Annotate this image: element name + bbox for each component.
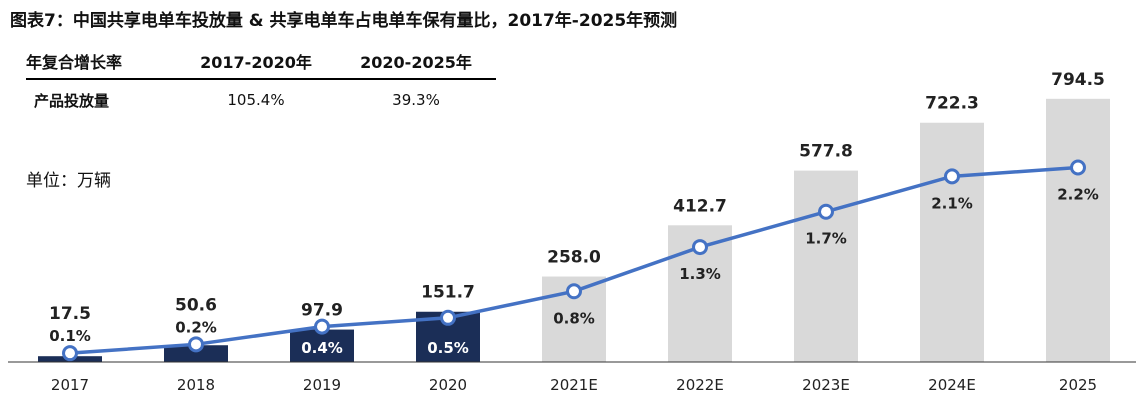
- growth-rate-table: 年复合增长率 2017-2020年 2020-2025年 产品投放量 105.4…: [26, 44, 496, 120]
- growth-header-period-1: 2017-2020年: [200, 53, 312, 72]
- pct-label-2017: 0.1%: [49, 327, 91, 345]
- value-label-2018: 50.6: [175, 295, 217, 315]
- pct-label-2023E: 1.7%: [805, 230, 847, 248]
- value-label-2024E: 722.3: [925, 94, 979, 114]
- x-tick-2025: 2025: [1059, 376, 1097, 394]
- x-tick-2021E: 2021E: [550, 376, 598, 394]
- share-point-2021E: [566, 283, 582, 300]
- x-tick-2020: 2020: [429, 376, 467, 394]
- pct-label-2025: 2.2%: [1057, 186, 1099, 204]
- share-point-2025: [1070, 159, 1086, 176]
- growth-header-period-2: 2020-2025年: [360, 53, 472, 72]
- bar-2019: [290, 329, 354, 362]
- growth-table-row: 产品投放量 105.4% 39.3%: [26, 80, 496, 120]
- x-tick-2017: 2017: [51, 376, 89, 394]
- x-tick-2023E: 2023E: [802, 376, 850, 394]
- value-label-2020: 151.7: [421, 283, 475, 303]
- share-point-2018: [188, 336, 204, 353]
- bar-2024E: [920, 122, 984, 362]
- unit-label: 单位：万辆: [26, 171, 111, 191]
- value-label-2025: 794.5: [1051, 70, 1105, 90]
- share-point-2023E: [818, 203, 834, 220]
- x-tick-2019: 2019: [303, 376, 341, 394]
- share-point-2024E: [944, 168, 960, 185]
- share-point-2022E: [692, 239, 708, 256]
- share-point-2020: [440, 309, 456, 326]
- bar-2025: [1046, 98, 1110, 363]
- pct-label-2022E: 1.3%: [679, 265, 721, 283]
- value-label-2017: 17.5: [49, 304, 91, 324]
- x-tick-2018: 2018: [177, 376, 215, 394]
- x-tick-2024E: 2024E: [928, 376, 976, 394]
- chart-title: 图表7：中国共享电单车投放量 & 共享电单车占电单车保有量比，2017年-202…: [10, 11, 678, 31]
- x-tick-2022E: 2022E: [676, 376, 724, 394]
- growth-rate-period-1: 105.4%: [227, 91, 285, 109]
- pct-label-2019: 0.4%: [301, 339, 343, 357]
- pct-label-2021E: 0.8%: [553, 309, 595, 327]
- value-label-2022E: 412.7: [673, 196, 727, 216]
- share-point-2017: [62, 345, 78, 362]
- value-label-2021E: 258.0: [547, 248, 601, 268]
- share-point-2019: [314, 318, 330, 335]
- value-label-2019: 97.9: [301, 301, 343, 321]
- growth-rate-period-2: 39.3%: [392, 91, 440, 109]
- growth-row-label: 产品投放量: [34, 91, 110, 110]
- bar-2018: [164, 345, 228, 362]
- pct-label-2024E: 2.1%: [931, 194, 973, 212]
- growth-header-label: 年复合增长率: [26, 53, 123, 72]
- growth-table-header: 年复合增长率 2017-2020年 2020-2025年: [26, 44, 496, 80]
- value-label-2023E: 577.8: [799, 142, 853, 162]
- pct-label-2018: 0.2%: [175, 318, 217, 336]
- pct-label-2020: 0.5%: [427, 339, 469, 357]
- bar-2023E: [794, 170, 858, 362]
